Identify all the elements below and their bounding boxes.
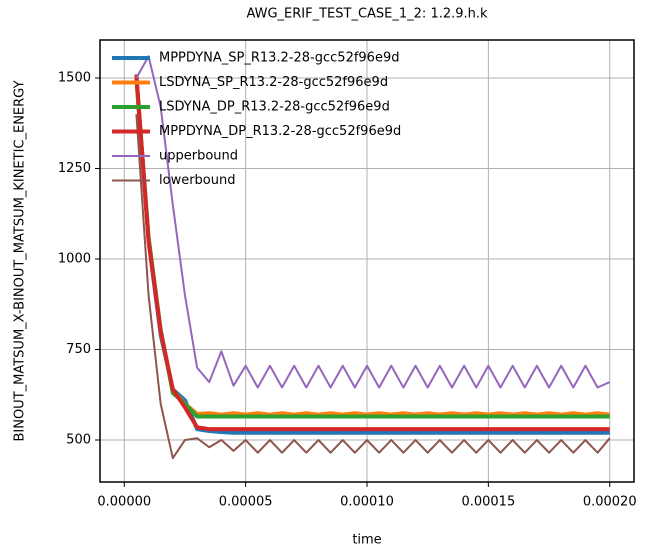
chart-title: AWG_ERIF_TEST_CASE_1_2: 1.2.9.h.k [246, 7, 488, 22]
series-line [134, 77, 610, 435]
legend-label: lowerbound [159, 173, 235, 188]
legend-label: LSDYNA_DP_R13.2-28-gcc52f96e9d [159, 100, 390, 115]
legend-label: MPPDYNA_SP_R13.2-28-gcc52f96e9d [159, 51, 399, 66]
x-tick-label: 0.00000 [97, 495, 151, 510]
x-tick-label: 0.00020 [583, 495, 637, 510]
legend-label: MPPDYNA_DP_R13.2-28-gcc52f96e9d [159, 124, 401, 139]
y-tick-label: 1500 [58, 71, 91, 86]
series-line [134, 74, 610, 432]
y-tick-label: 500 [66, 433, 91, 448]
series-line [134, 77, 610, 419]
series-line [135, 55, 611, 389]
legend-label: upperbound [159, 149, 238, 164]
series-line [135, 114, 611, 460]
plot-frame [99, 39, 635, 483]
x-tick-label: 0.00005 [219, 495, 273, 510]
y-tick-label: 1250 [58, 161, 91, 176]
series-line [134, 77, 610, 417]
y-axis-label: BINOUT_MATSUM_X-BINOUT_MATSUM_KINETIC_EN… [13, 80, 28, 441]
x-axis-label: time [352, 533, 381, 548]
y-tick-label: 1000 [58, 252, 91, 267]
y-tick-label: 750 [66, 342, 91, 357]
x-tick-label: 0.00010 [340, 495, 394, 510]
legend-label: LSDYNA_SP_R13.2-28-gcc52f96e9d [159, 75, 388, 90]
x-tick-label: 0.00015 [461, 495, 515, 510]
